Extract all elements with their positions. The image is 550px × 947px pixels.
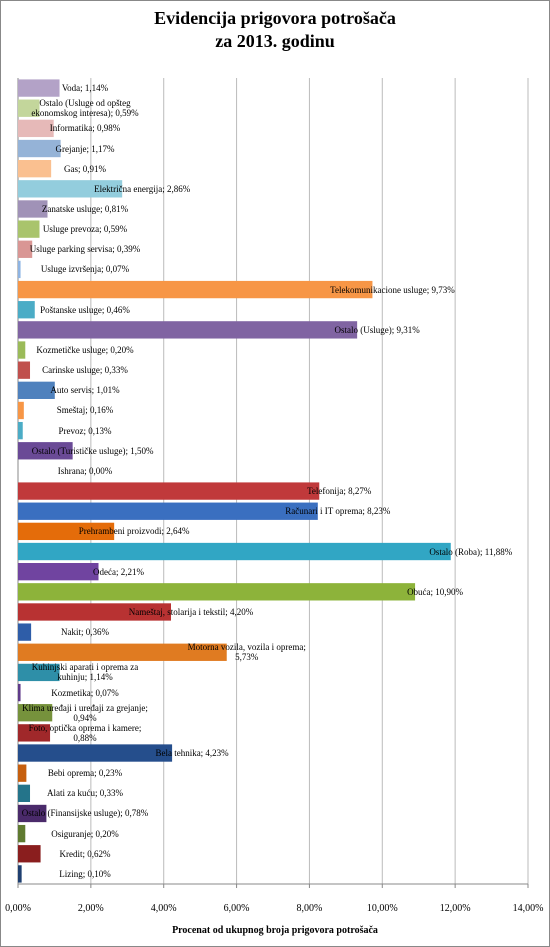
data-label: Foto, optička oprema i kamere; 0,88%: [28, 722, 142, 743]
data-label: Ostalo (Usluge); 9,31%: [334, 324, 420, 335]
bar: [18, 704, 53, 722]
bar: [18, 341, 26, 359]
data-label: Informatika; 0,98%: [49, 123, 121, 134]
bar: [18, 744, 173, 762]
bar: [18, 442, 73, 460]
bar: [18, 401, 24, 420]
data-label: Kredit; 0,62%: [59, 848, 111, 859]
bar: [18, 421, 23, 440]
bar: [18, 119, 54, 138]
bar: [18, 623, 32, 641]
data-label: Zanatske usluge; 0,81%: [41, 203, 129, 214]
bar: [18, 865, 22, 883]
data-label: Kozmetika; 0,07%: [51, 687, 119, 698]
data-label: Usluge parking servisa; 0,39%: [29, 244, 141, 255]
data-label: Prevoz; 0,13%: [58, 425, 112, 436]
bar: [18, 79, 60, 97]
data-label: Kozmetičke usluge; 0,20%: [36, 345, 134, 356]
bar: [18, 361, 31, 379]
data-label: Ostalo (Turističke usluge); 1,50%: [31, 445, 154, 456]
x-tick-label: 4,00%: [151, 903, 177, 914]
x-tick-label: 10,00%: [367, 903, 398, 914]
bar: [18, 522, 115, 541]
bar: [18, 724, 51, 742]
bar: [18, 280, 373, 299]
data-label: Usluge izvršenja; 0,07%: [40, 264, 130, 275]
bar: [18, 301, 35, 319]
bar: [18, 321, 358, 339]
chart-title: za 2013. godinu: [215, 31, 335, 51]
x-tick-label: 8,00%: [297, 903, 323, 914]
chart-title: Evidencija prigovora potrošača: [154, 8, 396, 28]
bar: [18, 200, 48, 218]
bar: [18, 99, 40, 117]
data-label: Kuhinjski aparati i oprema za kuhinju; 1…: [31, 662, 139, 683]
bar: [18, 583, 416, 601]
bar: [18, 260, 21, 279]
x-tick-label: 12,00%: [440, 903, 471, 914]
data-label: Odeća; 2,21%: [93, 566, 144, 577]
data-label: Telefonija; 8,27%: [307, 486, 372, 497]
data-label: Grejanje; 1,17%: [55, 143, 115, 154]
bar: [18, 603, 171, 621]
data-label: Električna energija; 2,86%: [94, 183, 191, 194]
bar: [18, 643, 227, 661]
data-label: Ostalo (Roba); 11,88%: [429, 546, 513, 557]
bar: [18, 804, 47, 823]
x-tick-label: 14,00%: [513, 903, 544, 914]
bar: [18, 502, 318, 520]
data-label: Smeštaj; 0,16%: [56, 405, 114, 416]
data-label: Nakit; 0,36%: [61, 627, 109, 638]
x-axis-title: Procenat od ukupnog broja prigovora potr…: [172, 925, 378, 936]
data-label: Računari i IT oprema; 8,23%: [285, 506, 391, 517]
data-label: Gas; 0,91%: [64, 163, 106, 174]
x-tick-label: 6,00%: [224, 903, 250, 914]
bar: [18, 139, 61, 158]
bar: [18, 824, 26, 843]
x-tick-label: 2,00%: [78, 903, 104, 914]
data-label: Ostalo (Finansijske usluge); 0,78%: [21, 808, 149, 819]
data-label: Carinske usluge; 0,33%: [42, 365, 128, 376]
bar: [18, 542, 451, 561]
bar: [18, 563, 99, 581]
bar: [18, 381, 55, 399]
bar: [18, 663, 60, 682]
data-label: Ishrana; 0,00%: [57, 465, 113, 476]
data-label: Poštanske usluge; 0,46%: [40, 304, 130, 315]
data-label: Alati za kuću; 0,33%: [47, 788, 123, 799]
bar: [18, 180, 123, 198]
data-label: Ostalo (Usluge od opšteg ekonomskog inte…: [31, 98, 139, 119]
bar: [18, 845, 41, 863]
data-label: Osiguranje; 0,20%: [51, 828, 119, 839]
data-label: Klima uređaji i uređaji za grejanje; 0,9…: [22, 702, 148, 723]
data-label: Voda; 1,14%: [61, 83, 109, 94]
bar: [18, 482, 320, 500]
data-label: Bela tehnika; 4,23%: [155, 748, 229, 759]
bar: [18, 160, 52, 178]
bar: [18, 220, 40, 238]
bar: [18, 764, 27, 782]
bar: [18, 784, 31, 802]
data-label: Usluge prevoza; 0,59%: [42, 224, 128, 235]
data-label: Telekomunikacione usluge; 9,73%: [330, 284, 455, 295]
data-label: Prehrambeni proizvodi; 2,64%: [78, 526, 190, 537]
data-label: Motorna vozila, vozila i oprema; 5,73%: [187, 642, 306, 663]
bar: [18, 240, 33, 258]
data-label: Bebi oprema; 0,23%: [47, 768, 123, 779]
data-label: Lizing; 0,10%: [59, 868, 111, 879]
data-label: Obuća; 10,90%: [407, 586, 464, 597]
x-tick-label: 0,00%: [5, 903, 31, 914]
data-label: Auto servis; 1,01%: [50, 385, 120, 396]
bar: [18, 683, 21, 702]
data-label: Nameštaj, stolarija i tekstil; 4,20%: [128, 606, 254, 617]
